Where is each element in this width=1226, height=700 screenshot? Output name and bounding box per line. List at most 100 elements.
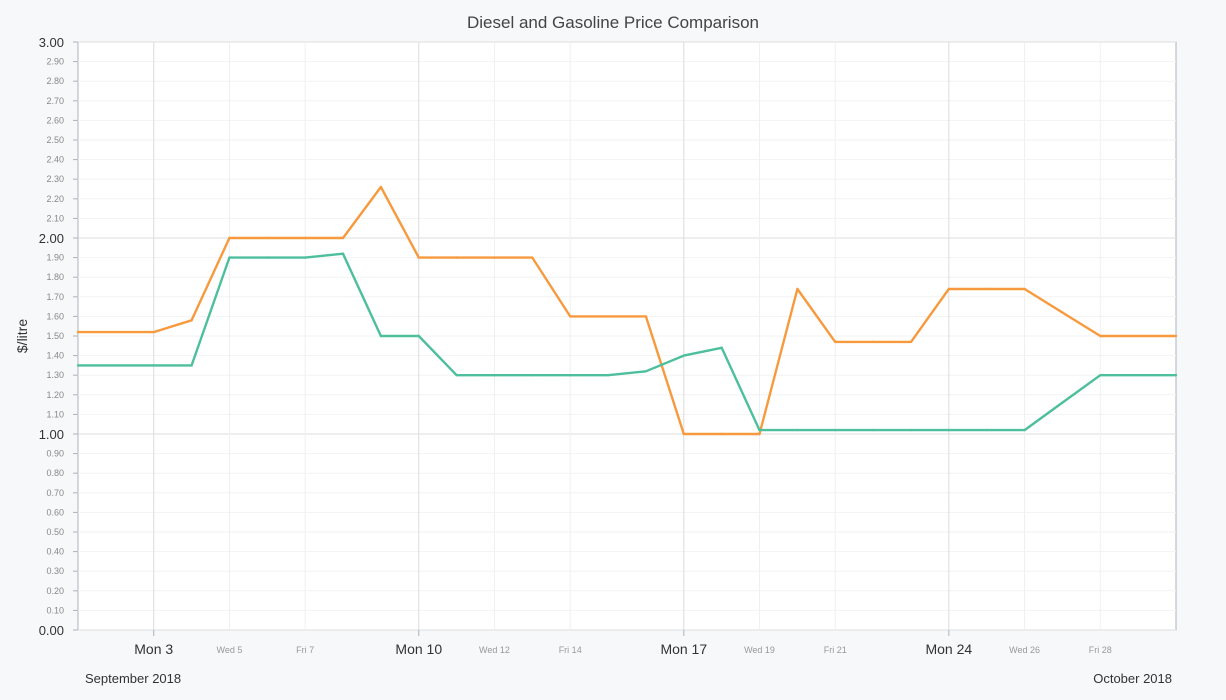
- series-0-point: [152, 330, 155, 334]
- x-major-tick-label: Mon 10: [395, 641, 442, 657]
- series-1-point: [569, 374, 572, 377]
- y-minor-tick-label: 0.10: [46, 605, 64, 615]
- series-1-point: [1061, 401, 1064, 404]
- series-1-point: [152, 364, 155, 367]
- y-minor-tick-label: 2.90: [46, 57, 64, 67]
- series-0-point: [682, 432, 685, 436]
- series-1-point: [758, 428, 761, 432]
- x-minor-tick-label: Wed 26: [1009, 645, 1040, 655]
- series-1-point: [606, 374, 610, 377]
- x-minor-tick-label: Fri 7: [296, 645, 314, 655]
- y-major-tick-label: 3.00: [39, 35, 64, 50]
- series-1-point: [228, 256, 231, 259]
- y-minor-tick-label: 0.80: [46, 468, 64, 478]
- y-minor-tick-label: 2.80: [46, 76, 64, 86]
- series-0-point: [341, 236, 345, 240]
- y-minor-tick-label: 2.40: [46, 155, 64, 165]
- series-1-point: [871, 428, 875, 432]
- y-minor-tick-label: 2.10: [46, 213, 64, 223]
- y-major-tick-label: 0.00: [39, 623, 64, 638]
- x-minor-tick-label: Fri 21: [824, 645, 847, 655]
- series-1-point: [1099, 374, 1102, 377]
- series-1-point: [266, 256, 269, 259]
- series-0-point: [606, 315, 610, 318]
- month-label-left: September 2018: [85, 671, 181, 686]
- series-0-point: [228, 236, 231, 240]
- series-0-point: [720, 432, 723, 436]
- series-1-point: [1023, 428, 1026, 432]
- series-1-point: [455, 374, 458, 377]
- series-0-point: [644, 315, 648, 318]
- series-0-point: [190, 319, 193, 322]
- y-minor-tick-label: 1.70: [46, 292, 64, 302]
- y-minor-tick-label: 0.50: [46, 527, 64, 537]
- y-minor-tick-label: 0.90: [46, 449, 64, 459]
- series-1-point: [190, 364, 193, 367]
- series-1-point: [341, 252, 345, 255]
- series-0-point: [455, 256, 458, 259]
- y-minor-tick-label: 1.20: [46, 390, 64, 400]
- y-minor-tick-label: 2.60: [46, 115, 64, 125]
- y-major-tick-label: 1.00: [39, 427, 64, 442]
- x-minor-tick-label: Fri 14: [559, 645, 582, 655]
- series-1-point: [1174, 374, 1178, 377]
- series-1-point: [947, 428, 951, 432]
- y-minor-tick-label: 0.30: [46, 566, 64, 576]
- series-0-point: [909, 340, 913, 344]
- series-0-point: [76, 330, 80, 334]
- y-axis-label: $/litre: [14, 319, 30, 353]
- y-minor-tick-label: 2.50: [46, 135, 64, 145]
- grid-layer: [77, 41, 1177, 631]
- series-0-point: [569, 315, 572, 318]
- series-1-point: [417, 334, 420, 338]
- series-line-1: [78, 252, 1176, 432]
- series-1-point: [379, 334, 383, 338]
- y-minor-tick-label: 1.80: [46, 272, 64, 282]
- series-1-point: [796, 428, 799, 432]
- y-minor-tick-label: 1.50: [46, 331, 64, 341]
- series-0-point: [1174, 334, 1178, 338]
- series-0-point: [871, 340, 875, 344]
- axis-layer: 0.10 0.20 0.30 0.40 0.50 0.60 0.70 0.80 0.90 1.10…: [39, 35, 1112, 657]
- series-1-point: [303, 256, 307, 259]
- series-layer: [76, 185, 1178, 436]
- chart-title: Diesel and Gasoline Price Comparison: [467, 13, 759, 32]
- y-major-tick-label: 2.00: [39, 231, 64, 246]
- series-0-point: [1099, 334, 1102, 338]
- series-line-0: [78, 185, 1176, 436]
- y-minor-tick-label: 0.60: [46, 507, 64, 517]
- y-minor-tick-label: 1.30: [46, 370, 64, 380]
- x-major-tick-label: Mon 17: [660, 641, 707, 657]
- series-0-point: [417, 256, 420, 259]
- series-1-point: [644, 370, 648, 373]
- series-0-point: [493, 256, 496, 259]
- series-0-point: [379, 185, 383, 189]
- y-minor-tick-label: 1.60: [46, 311, 64, 321]
- series-0-point: [303, 236, 307, 240]
- x-major-tick-label: Mon 3: [134, 641, 173, 657]
- y-minor-tick-label: 1.10: [46, 409, 64, 419]
- series-1-point: [531, 374, 534, 377]
- x-minor-tick-label: Wed 19: [744, 645, 775, 655]
- y-minor-tick-label: 0.70: [46, 488, 64, 498]
- y-minor-tick-label: 2.30: [46, 174, 64, 184]
- series-1-point: [720, 346, 723, 349]
- series-0-point: [947, 287, 951, 291]
- y-minor-tick-label: 2.70: [46, 96, 64, 106]
- series-0-point: [758, 432, 761, 436]
- series-0-point: [1061, 311, 1064, 314]
- series-1-point: [834, 428, 837, 432]
- y-minor-tick-label: 0.40: [46, 547, 64, 557]
- series-0-point: [266, 236, 269, 240]
- x-minor-tick-label: Wed 5: [217, 645, 243, 655]
- x-minor-tick-label: Wed 12: [479, 645, 510, 655]
- series-0-point: [796, 287, 799, 291]
- series-0-point: [985, 287, 988, 291]
- y-minor-tick-label: 1.90: [46, 253, 64, 263]
- x-minor-tick-label: Fri 28: [1089, 645, 1112, 655]
- y-minor-tick-label: 1.40: [46, 351, 64, 361]
- y-minor-tick-label: 0.20: [46, 586, 64, 596]
- series-0-point: [1023, 287, 1026, 291]
